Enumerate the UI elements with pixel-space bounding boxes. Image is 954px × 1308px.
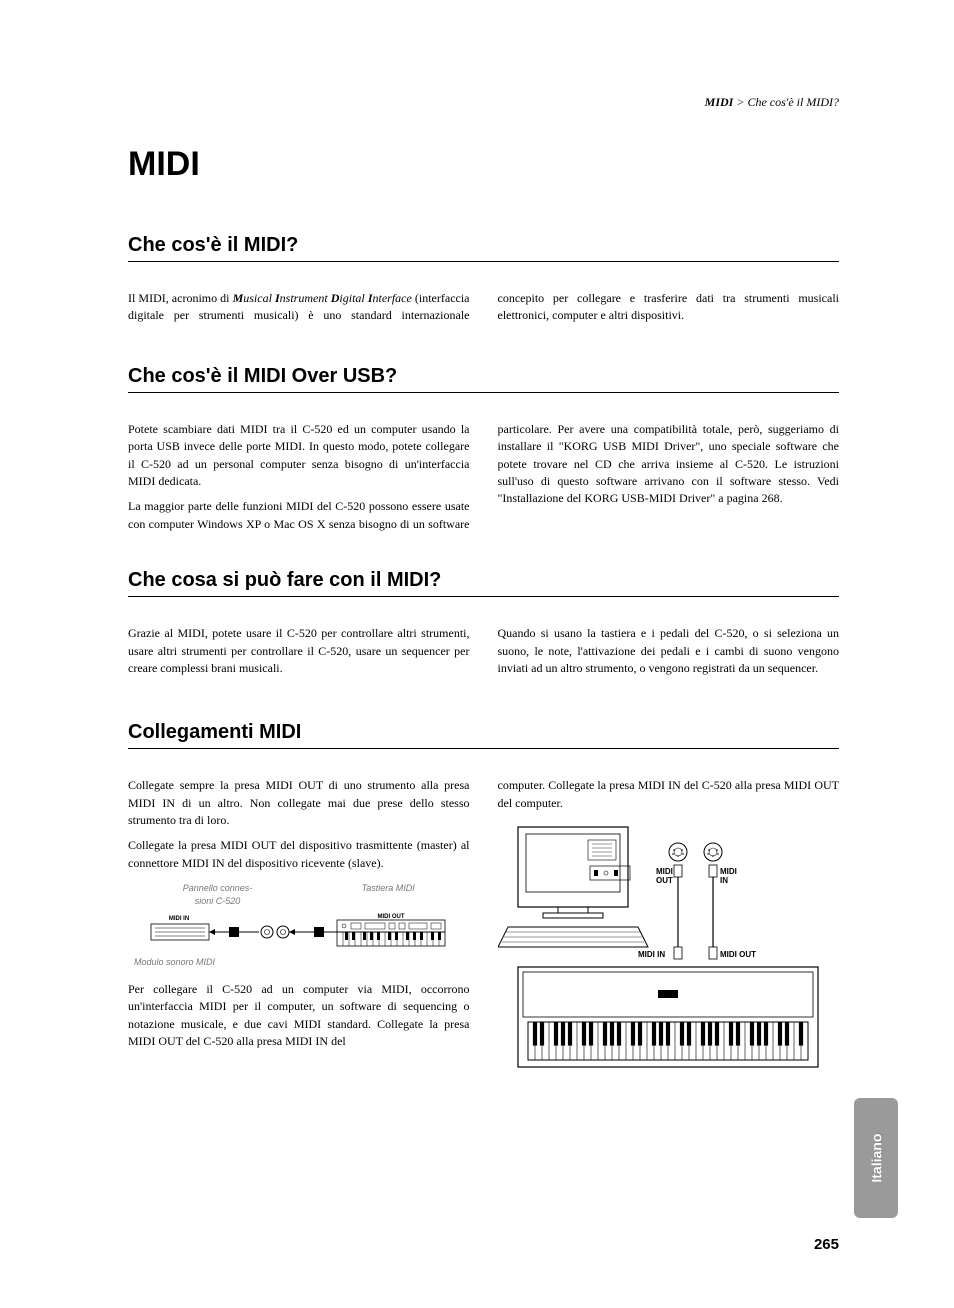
svg-text:OUT: OUT [656, 876, 673, 885]
s4-p1: Collegate sempre la presa MIDI OUT di un… [128, 777, 470, 829]
diagram1-labels: Pannello connes- sioni C-520 Tastiera MI… [128, 882, 470, 908]
section-2-body: Potete scambiare dati MIDI tra il C-520 … [128, 421, 839, 533]
svg-text:IN: IN [720, 876, 728, 885]
section-title-3: Che cosa si può fare con il MIDI? [128, 569, 839, 597]
section-title-4: Collegamenti MIDI [128, 721, 839, 749]
s3-p1: Grazie al MIDI, potete usare il C-520 pe… [128, 625, 470, 677]
running-header-bold: MIDI [705, 95, 734, 109]
s1-p1: Il MIDI, acronimo di Musical Instrument … [128, 290, 839, 329]
page-number: 265 [814, 1236, 839, 1253]
s4-p3: Per collegare il C-520 ad un computer vi… [128, 981, 470, 1051]
section-3-body: Grazie al MIDI, potete usare il C-520 pe… [128, 625, 839, 685]
s4-p4: computer. Collegate la presa MIDI IN del… [498, 777, 840, 812]
diag2-midiin-label: MIDI [720, 867, 737, 876]
section-title-1: Che cos'è il MIDI? [128, 234, 839, 262]
computer-midi-diagram: MIDI OUT MIDI IN MIDI IN MIDI OUT [498, 822, 840, 1077]
chapter-title: MIDI [128, 145, 839, 184]
diag1-midiin-text: MIDI IN [169, 916, 189, 922]
s4-right-col: computer. Collegate la presa MIDI IN del… [498, 777, 840, 1077]
diag2-midiout-label: MIDI [656, 867, 673, 876]
language-tab: Italiano [854, 1098, 898, 1218]
section-title-2: Che cos'è il MIDI Over USB? [128, 365, 839, 393]
diag1-label-panel: Pannello connes- sioni C-520 [183, 882, 253, 908]
midi-chain-svg: MIDI IN [149, 910, 449, 954]
section-1-body: Il MIDI, acronimo di Musical Instrument … [128, 290, 839, 329]
s3-p2: Quando si usano la tastiera e i pedali d… [498, 625, 840, 677]
language-tab-text: Italiano [868, 1133, 884, 1182]
diag2-midiout2-label: MIDI OUT [720, 950, 756, 959]
diag1-midiout-text: MIDI OUT [377, 914, 404, 920]
s2-p1: Potete scambiare dati MIDI tra il C-520 … [128, 421, 470, 491]
s4-left-col: Collegate sempre la presa MIDI OUT di un… [128, 777, 470, 1077]
midi-chain-diagram: Pannello connes- sioni C-520 Tastiera MI… [128, 882, 470, 969]
running-header-rest: > Che cos'è il MIDI? [733, 95, 839, 109]
s4-p2: Collegate la presa MIDI OUT del disposit… [128, 837, 470, 872]
section-4-body: Collegate sempre la presa MIDI OUT di un… [128, 777, 839, 1077]
page: MIDI > Che cos'è il MIDI? MIDI Che cos'è… [0, 0, 954, 1308]
diag2-midiin2-label: MIDI IN [638, 950, 665, 959]
running-header: MIDI > Che cos'è il MIDI? [705, 95, 839, 110]
computer-midi-svg: MIDI OUT MIDI IN MIDI IN MIDI OUT [498, 822, 828, 1072]
diag1-label-keyboard: Tastiera MIDI [362, 882, 415, 908]
diag1-module-label: Modulo sonoro MIDI [134, 956, 470, 969]
